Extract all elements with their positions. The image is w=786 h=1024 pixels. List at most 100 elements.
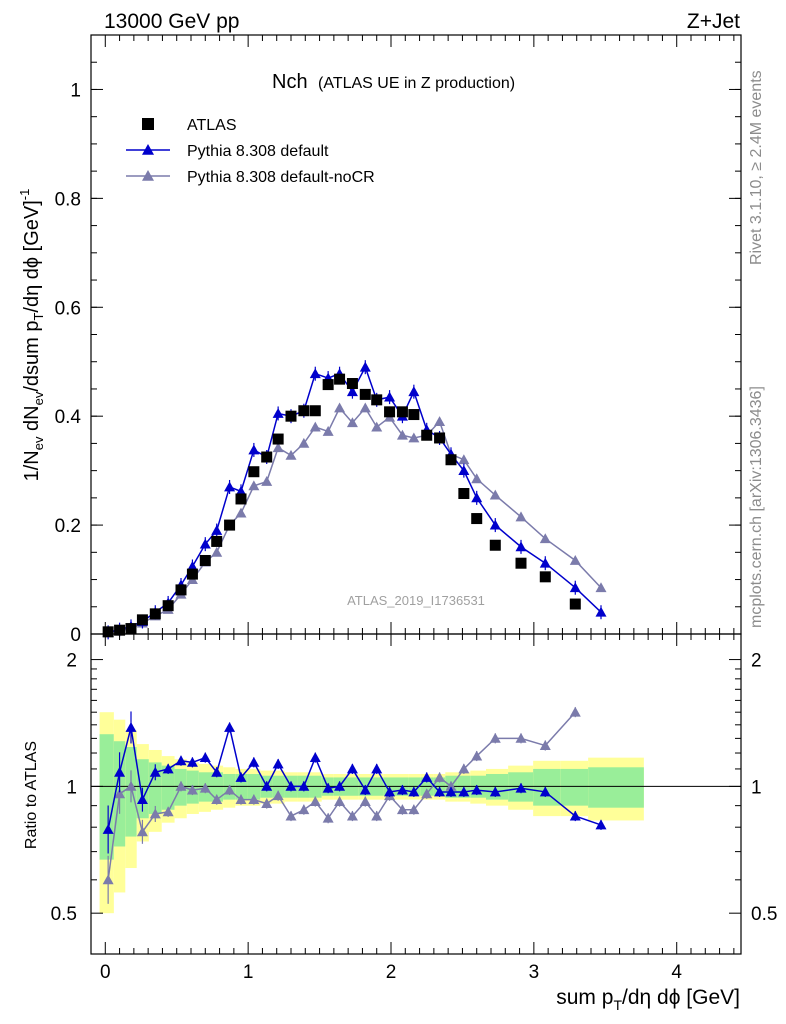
point-atlas [445,454,457,466]
point-atlas [248,466,260,478]
point-pythia-default-nocr [471,473,483,484]
ratio-point-pythia-default-nocr [272,790,284,801]
ratio-point-pythia-default [235,771,247,782]
point-pythia-default-nocr [434,416,446,427]
legend-marker-pythia-default-nocr [142,170,154,181]
point-atlas [272,433,284,445]
ratio-point-pythia-default-nocr [199,782,211,793]
ratio-point-pythia-default [272,758,284,769]
header-right: Z+Jet [687,10,740,33]
ratio-point-pythia-default [458,786,470,797]
ratio-point-pythia-default-nocr [125,780,137,791]
ratio-point-pythia-default-nocr [396,804,408,815]
ratio-panel-frame [90,633,742,955]
ratio-point-pythia-default-nocr [211,794,223,805]
point-pythia-default [211,525,223,535]
ratio-plot-marks [102,706,607,904]
point-atlas [434,432,446,444]
ratio-point-pythia-default [298,780,310,791]
header-left: 13000 GeV pp [104,10,239,33]
legend-label: Pythia 8.308 default [187,143,329,160]
main-panel: 0 0.2 0.4 0.6 0.8 1 Nch (ATLAS UE in Z produc… [17,34,742,646]
ratio-point-pythia-default [489,786,501,797]
mcplots-label: mcplots.cern.ch [arXiv:1306.3436] [748,386,765,628]
point-atlas [224,519,236,531]
point-pythia-default [186,560,198,571]
point-atlas [471,513,483,525]
point-pythia-default [235,485,247,496]
point-pythia-default-nocr [248,480,260,491]
ratio-point-pythia-default [371,763,383,774]
point-atlas [175,584,187,596]
ratio-point-pythia-default-nocr [224,784,236,795]
point-atlas [384,406,396,418]
ratio-point-pythia-default [421,771,433,782]
point-pythia-default-nocr [285,449,297,460]
point-atlas [309,405,321,417]
ratio-point-pythia-default-nocr [285,810,297,821]
ratio-point-pythia-default [384,786,396,797]
point-pythia-default [199,538,211,549]
ratio-axes: 0.5 0.5 1 1 2 2 0 1 2 3 4 [51,634,777,983]
main-y-axis-label: 1/Nev dNev/dsum pT/dη dϕ [GeV]-1 [17,189,46,482]
ratio-point-pythia-default [359,784,371,795]
main-y-tick-label: 0.6 [55,298,81,319]
point-pythia-default-nocr [346,417,358,428]
x-tick-label: 2 [386,962,397,983]
ratio-point-pythia-default-nocr [445,780,457,791]
point-atlas [569,598,581,610]
ratio-y-tick-label: 2 [66,651,77,672]
ratio-y-axis-label: Ratio to ATLAS [23,741,40,849]
point-pythia-default [515,541,527,552]
point-pythia-default-nocr [408,432,420,443]
ratio-point-pythia-default [102,823,114,834]
point-atlas [359,388,371,400]
ratio-point-pythia-default [248,756,260,767]
main-y-tick-label: 0.2 [55,516,81,537]
ratio-point-pythia-default-nocr [248,794,260,805]
ratio-point-pythia-default [322,782,334,793]
ratio-point-pythia-default-nocr [261,798,273,809]
ratio-point-pythia-default [346,763,358,774]
legend-label: Pythia 8.308 default-noCR [187,169,375,186]
x-axis-label: sum pT/dη dϕ [GeV] [556,986,740,1013]
band-inner [560,768,589,806]
analysis-tag: ATLAS_2019_I1736531 [347,593,485,608]
point-atlas [298,405,310,417]
ratio-y-tick-label: 0.5 [51,904,77,925]
ratio-point-pythia-default [175,755,187,766]
point-pythia-default-nocr [569,554,581,565]
x-tick-label: 3 [529,962,540,983]
ratio-point-pythia-default [445,786,457,797]
legend: ATLAS Pythia 8.308 default Pythia 8.308 de… [126,117,375,186]
point-pythia-default [489,519,501,530]
point-atlas [162,600,174,612]
ratio-point-pythia-default-nocr [162,806,174,817]
ratio-point-pythia-default-nocr [322,812,334,823]
point-atlas [539,571,551,583]
ratio-point-pythia-default [309,752,321,763]
legend-marker-pythia-default [142,144,154,155]
point-pythia-default [359,361,371,372]
point-pythia-default-nocr [272,442,284,453]
ratio-point-pythia-default [569,810,581,821]
ratio-y-tick-label-right: 2 [751,651,762,672]
point-atlas [199,554,211,566]
ratio-point-pythia-default [408,786,420,797]
point-pythia-default-nocr [371,421,383,432]
point-pythia-default [346,386,358,397]
point-pythia-default [408,386,420,397]
rivet-version-label: Rivet 3.1.10, ≥ 2.4M events [748,70,765,265]
point-atlas [261,451,273,463]
point-pythia-default [471,492,483,503]
ratio-point-pythia-default-nocr [515,732,527,743]
ratio-y-tick-label-right: 1 [751,777,762,798]
ratio-point-pythia-default-nocr [489,732,501,743]
ratio-point-pythia-default-nocr [149,808,161,819]
point-pythia-default-nocr [458,454,470,465]
ratio-point-pythia-default [211,766,223,777]
point-pythia-default-nocr [489,489,501,500]
ratio-point-pythia-default [539,786,551,797]
ratio-point-pythia-default-nocr [458,763,470,774]
point-pythia-default-nocr [211,546,223,557]
